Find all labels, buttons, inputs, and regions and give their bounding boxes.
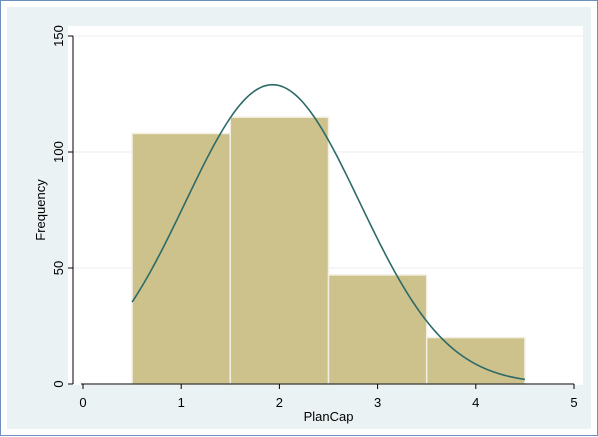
- histogram-bar-1: [131, 132, 232, 385]
- x-tick-label-0: 0: [79, 395, 86, 410]
- y-tick-label-100: 100: [51, 141, 66, 163]
- y-tick-label-50: 50: [51, 261, 66, 275]
- y-axis-title: Frequency: [33, 179, 48, 241]
- histogram-bar-3: [327, 274, 428, 385]
- x-axis-title: PlanCap: [304, 409, 354, 424]
- histogram-bar-2: [229, 116, 330, 385]
- x-tick-label-5: 5: [570, 395, 577, 410]
- x-tick-label-1: 1: [178, 395, 185, 410]
- axes: [68, 35, 575, 389]
- histogram-bars: [131, 116, 526, 385]
- y-tick-label-150: 150: [51, 25, 66, 47]
- x-tick-label-2: 2: [276, 395, 283, 410]
- y-tick-label-0: 0: [51, 380, 66, 387]
- x-tick-label-3: 3: [374, 395, 381, 410]
- x-tick-label-4: 4: [472, 395, 479, 410]
- normal-curve-line: [131, 83, 526, 381]
- normal-density-curve: [131, 83, 526, 381]
